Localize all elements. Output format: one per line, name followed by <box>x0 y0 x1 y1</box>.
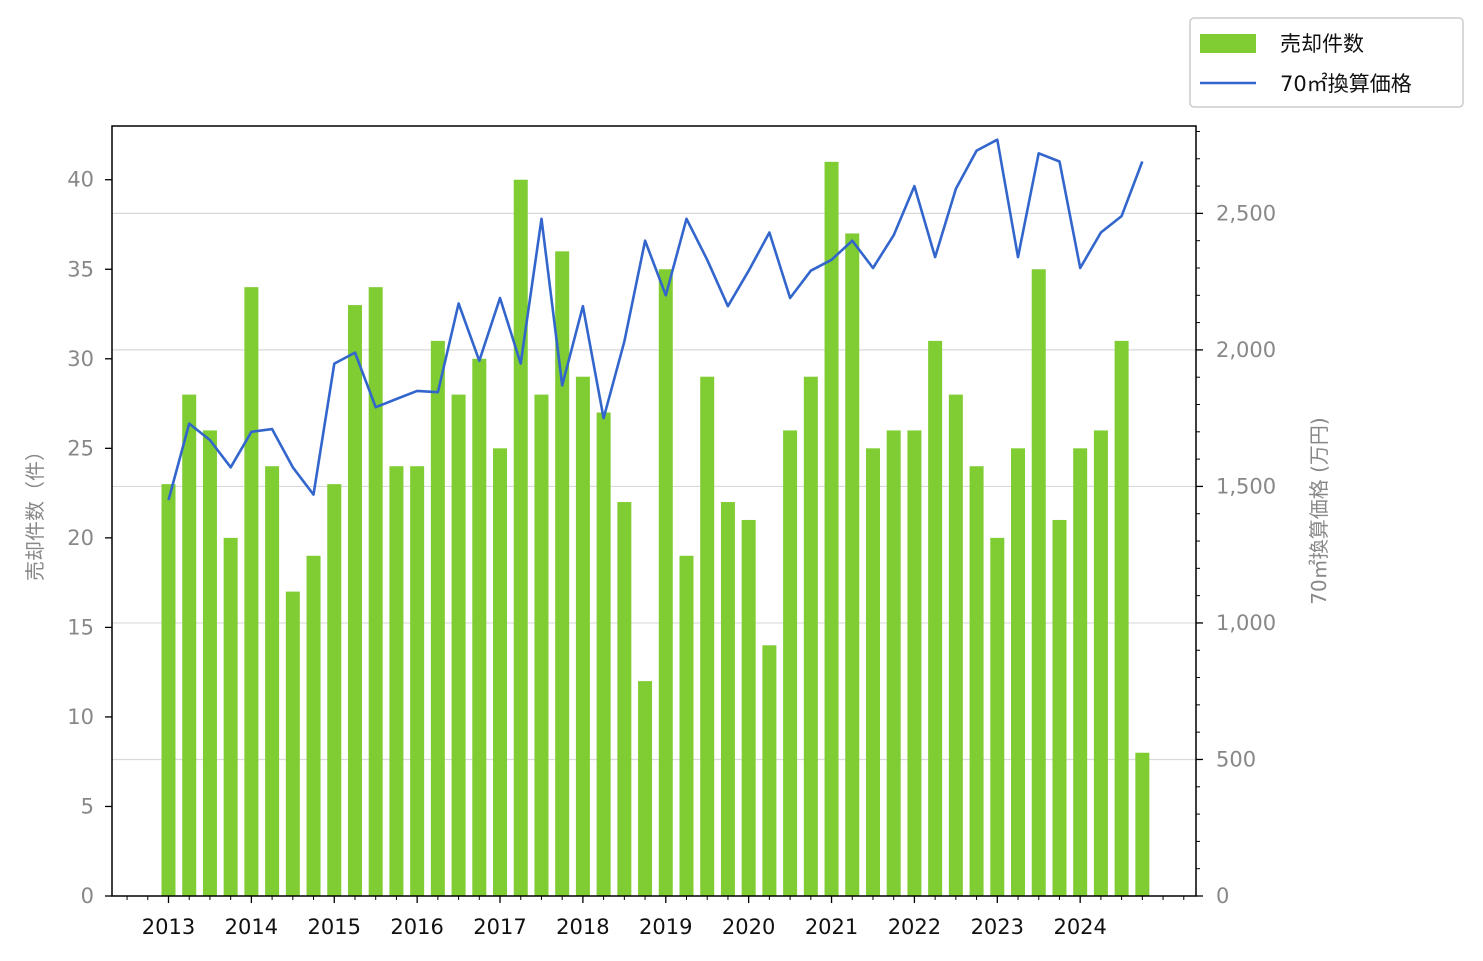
bar <box>1073 448 1088 896</box>
x-axis: 2013 2014 2015 2016 2017 2018 2019 2020 2021 2022… <box>126 896 1185 939</box>
bar <box>1114 340 1129 896</box>
left-axis: 0 5 10 15 20 25 30 35 40 <box>67 168 112 908</box>
x-tick-label: 2017 <box>473 915 526 939</box>
bar <box>451 394 466 896</box>
right-axis-label: 70㎡換算価格 (万円) <box>1307 417 1331 604</box>
x-tick-label: 2020 <box>722 915 775 939</box>
bar <box>1031 269 1046 896</box>
line-series <box>167 138 1144 501</box>
bar <box>720 502 735 896</box>
bar <box>845 233 860 896</box>
x-tick-label: 2018 <box>556 915 609 939</box>
x-tick-label: 2022 <box>888 915 941 939</box>
x-tick-label: 2024 <box>1053 915 1106 939</box>
right-tick-label: 0 <box>1216 884 1229 908</box>
bar <box>368 287 383 896</box>
bar <box>161 484 176 896</box>
bar <box>285 591 300 896</box>
bar <box>389 466 404 896</box>
bar <box>202 430 217 896</box>
legend-label-price: 70㎡換算価格 <box>1280 72 1412 96</box>
left-tick-label: 20 <box>67 526 94 550</box>
bar <box>534 394 549 896</box>
bar <box>679 555 694 896</box>
x-tick-label: 2013 <box>142 915 195 939</box>
x-tick-label: 2023 <box>971 915 1024 939</box>
x-tick-label: 2015 <box>308 915 361 939</box>
bar <box>803 376 818 897</box>
bar <box>658 269 673 896</box>
left-tick-label: 35 <box>67 257 94 281</box>
bar <box>1011 448 1026 896</box>
bar <box>493 448 508 896</box>
bar <box>886 430 901 896</box>
bar <box>762 645 777 896</box>
right-tick-label: 1,500 <box>1216 474 1276 498</box>
plot-frame <box>111 125 1197 897</box>
bar <box>783 430 798 896</box>
bar <box>865 448 880 896</box>
bar <box>410 466 425 896</box>
right-tick-label: 1,000 <box>1216 611 1276 635</box>
bar <box>472 358 487 896</box>
bar <box>347 305 362 896</box>
bar <box>513 179 528 896</box>
left-tick-label: 15 <box>67 615 94 639</box>
bar <box>223 537 238 896</box>
bar <box>948 394 963 896</box>
legend-bar-swatch <box>1200 34 1256 53</box>
bar <box>990 537 1005 896</box>
right-tick-label: 2,000 <box>1216 338 1276 362</box>
bar <box>1093 430 1108 896</box>
legend-box <box>1189 17 1464 108</box>
bar <box>327 484 342 896</box>
left-tick-label: 0 <box>81 884 94 908</box>
bar <box>555 251 570 897</box>
bar <box>1052 519 1067 896</box>
bar <box>928 340 943 896</box>
bar-series <box>161 161 1150 897</box>
bar <box>306 555 321 896</box>
x-tick-label: 2016 <box>390 915 443 939</box>
x-tick-label: 2021 <box>805 915 858 939</box>
left-tick-label: 10 <box>67 705 94 729</box>
left-tick-label: 25 <box>67 436 94 460</box>
bar <box>907 430 922 896</box>
x-tick-label: 2019 <box>639 915 692 939</box>
left-tick-label: 5 <box>81 794 94 818</box>
bar <box>430 340 445 896</box>
left-axis-label: 売却件数（件） <box>23 441 47 581</box>
bar <box>182 394 197 896</box>
right-axis: 0 500 1,000 1,500 2,000 2,500 <box>1196 130 1276 908</box>
x-tick-label: 2014 <box>225 915 278 939</box>
bar <box>265 466 280 896</box>
left-tick-label: 40 <box>67 168 94 192</box>
bar <box>638 681 653 896</box>
right-tick-label: 2,500 <box>1216 201 1276 225</box>
bar <box>617 502 632 896</box>
bar <box>824 161 839 896</box>
legend-label-sales: 売却件数 <box>1280 32 1364 56</box>
price-line <box>167 138 1144 501</box>
left-tick-label: 30 <box>67 347 94 371</box>
bar <box>1135 752 1150 896</box>
bar <box>575 376 590 897</box>
bar <box>969 466 984 896</box>
bar <box>596 412 611 896</box>
legend: 売却件数 70㎡換算価格 <box>1189 17 1464 108</box>
right-tick-label: 500 <box>1216 747 1256 771</box>
bar <box>741 519 756 896</box>
bar <box>244 287 259 896</box>
bar <box>700 376 715 897</box>
